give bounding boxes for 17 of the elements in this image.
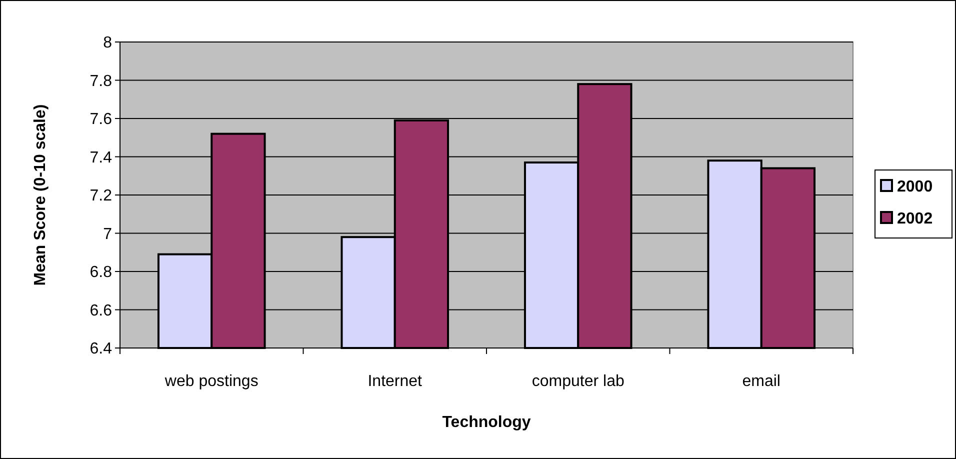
x-tick-label: web postings [164,373,258,390]
x-tick-label: email [742,373,780,390]
y-tick-label: 7 [103,226,112,243]
y-tick-label: 6.6 [90,302,112,320]
y-tick-label: 8 [103,34,112,52]
y-tick-label: 7.4 [90,149,112,166]
x-tick-label: Internet [368,373,423,390]
legend-label: 2002 [897,210,933,228]
legend-label: 2000 [897,178,933,196]
y-tick-label: 7.8 [90,72,112,90]
y-tick-label: 6.8 [90,264,112,282]
y-axis-title: Mean Score (0-10 scale) [32,104,49,286]
y-tick-label: 7.6 [90,111,112,128]
x-axis-title: Technology [442,414,531,431]
y-tick-label: 6.4 [90,340,112,358]
x-tick-label: computer lab [532,373,624,390]
y-tick-label: 7.2 [90,188,112,205]
